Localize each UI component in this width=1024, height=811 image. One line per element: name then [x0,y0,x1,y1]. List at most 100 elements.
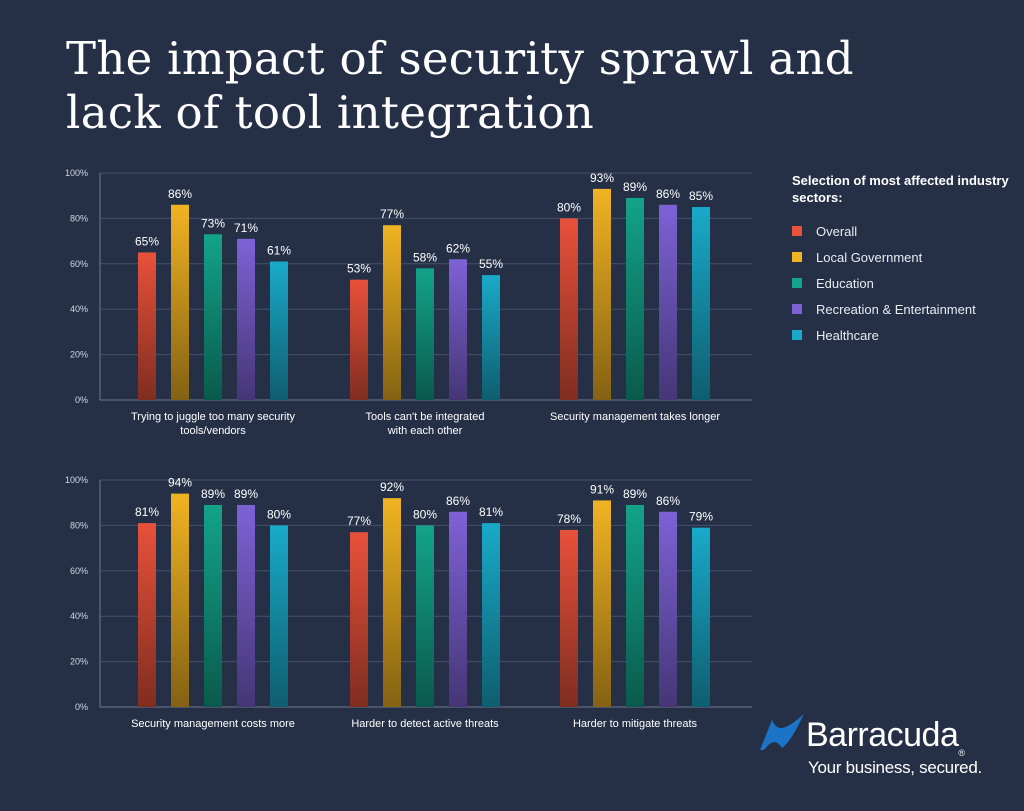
barracuda-fin-icon [760,714,804,750]
y-tick-label: 40% [70,611,88,621]
bar [626,504,644,707]
bar-value-label: 86% [656,494,680,508]
y-tick-label: 40% [70,304,88,314]
legend-item-local-government: Local Government [792,244,1012,270]
legend-swatch [792,252,802,262]
bar [383,225,401,400]
brand-registered-mark: ® [958,748,965,758]
bar-value-label: 81% [479,505,503,519]
bar [204,504,222,707]
bar-value-label: 61% [267,244,291,258]
x-category-label: Harder to detect active threats [351,718,499,730]
bar [692,207,710,400]
bar [270,261,288,400]
bar-value-label: 86% [656,187,680,201]
y-tick-label: 60% [70,259,88,269]
legend-title: Selection of most affected industry sect… [792,173,1009,205]
bar [560,529,578,707]
brand-logo-block: Barracuda® Your business, secured. [758,712,1008,792]
bar [692,527,710,707]
bar-value-label: 89% [234,487,258,501]
bar-value-label: 79% [689,510,713,524]
x-category-label: Trying to juggle too many security [131,411,296,423]
bar [416,268,434,400]
bar-value-label: 77% [347,514,371,528]
bar [659,511,677,707]
bar-value-label: 81% [135,505,159,519]
bar [593,500,611,707]
bar-value-label: 53% [347,262,371,276]
legend-swatch [792,304,802,314]
bar [449,259,467,400]
x-category-label: Security management costs more [131,718,295,730]
bar-value-label: 80% [267,507,291,521]
bar [350,279,368,400]
legend-label: Healthcare [816,327,879,343]
x-category-label: Harder to mitigate threats [573,718,698,730]
brand-name: Barracuda® [806,716,965,758]
brand-tagline: Your business, secured. [808,758,982,777]
bar-value-label: 65% [135,234,159,248]
legend-item-healthcare: Healthcare [792,322,1012,348]
bar-value-label: 89% [623,180,647,194]
legend-label: Recreation & Entertainment [816,301,976,317]
bar-value-label: 89% [623,487,647,501]
bar-value-label: 80% [413,507,437,521]
x-category-label: Security management takes longer [550,411,720,423]
bar [560,218,578,400]
bar [171,493,189,707]
bar-value-label: 73% [201,216,225,230]
bar-value-label: 58% [413,250,437,264]
bar [138,523,156,707]
legend-item-education: Education [792,270,1012,296]
legend-label: Overall [816,223,858,239]
bar [626,197,644,400]
bar [482,523,500,707]
bar-value-label: 62% [446,241,470,255]
legend-swatch [792,226,802,236]
y-tick-label: 60% [70,566,88,576]
legend-item-recreation: Recreation & Entertainment [792,296,1012,322]
page-title: The impact of security sprawl and lack o… [66,32,854,139]
bar [449,511,467,707]
bar [350,532,368,707]
legend: Selection of most affected industry sect… [792,172,1012,348]
bar-value-label: 89% [201,487,225,501]
bar-value-label: 93% [590,171,614,185]
bar-value-label: 91% [590,482,614,496]
bar [138,252,156,400]
bar [237,238,255,400]
y-tick-label: 20% [70,657,88,667]
y-tick-label: 0% [75,395,88,405]
x-category-label: Tools can't be integrated [366,411,485,423]
y-tick-label: 20% [70,350,88,360]
bar [171,204,189,400]
bar-value-label: 85% [689,189,713,203]
y-tick-label: 100% [65,475,88,485]
bar [659,204,677,400]
legend-item-overall: Overall [792,218,1012,244]
bar [383,498,401,707]
bar [482,275,500,400]
bar-value-label: 78% [557,512,581,526]
y-tick-label: 80% [70,520,88,530]
bar [416,525,434,707]
legend-swatch [792,278,802,288]
bar-value-label: 92% [380,480,404,494]
y-tick-label: 0% [75,702,88,712]
legend-label: Local Government [816,249,923,265]
bar [237,504,255,707]
bar-value-label: 86% [446,494,470,508]
bar-value-label: 86% [168,187,192,201]
y-tick-label: 100% [65,168,88,178]
bar-value-label: 55% [479,257,503,271]
x-category-label: with each other [387,425,463,437]
bar [270,525,288,707]
bar-value-label: 80% [557,200,581,214]
bar-value-label: 94% [168,476,192,490]
bar-value-label: 77% [380,207,404,221]
legend-label: Education [816,275,874,291]
bar [593,188,611,400]
x-category-label: tools/vendors [180,425,246,437]
